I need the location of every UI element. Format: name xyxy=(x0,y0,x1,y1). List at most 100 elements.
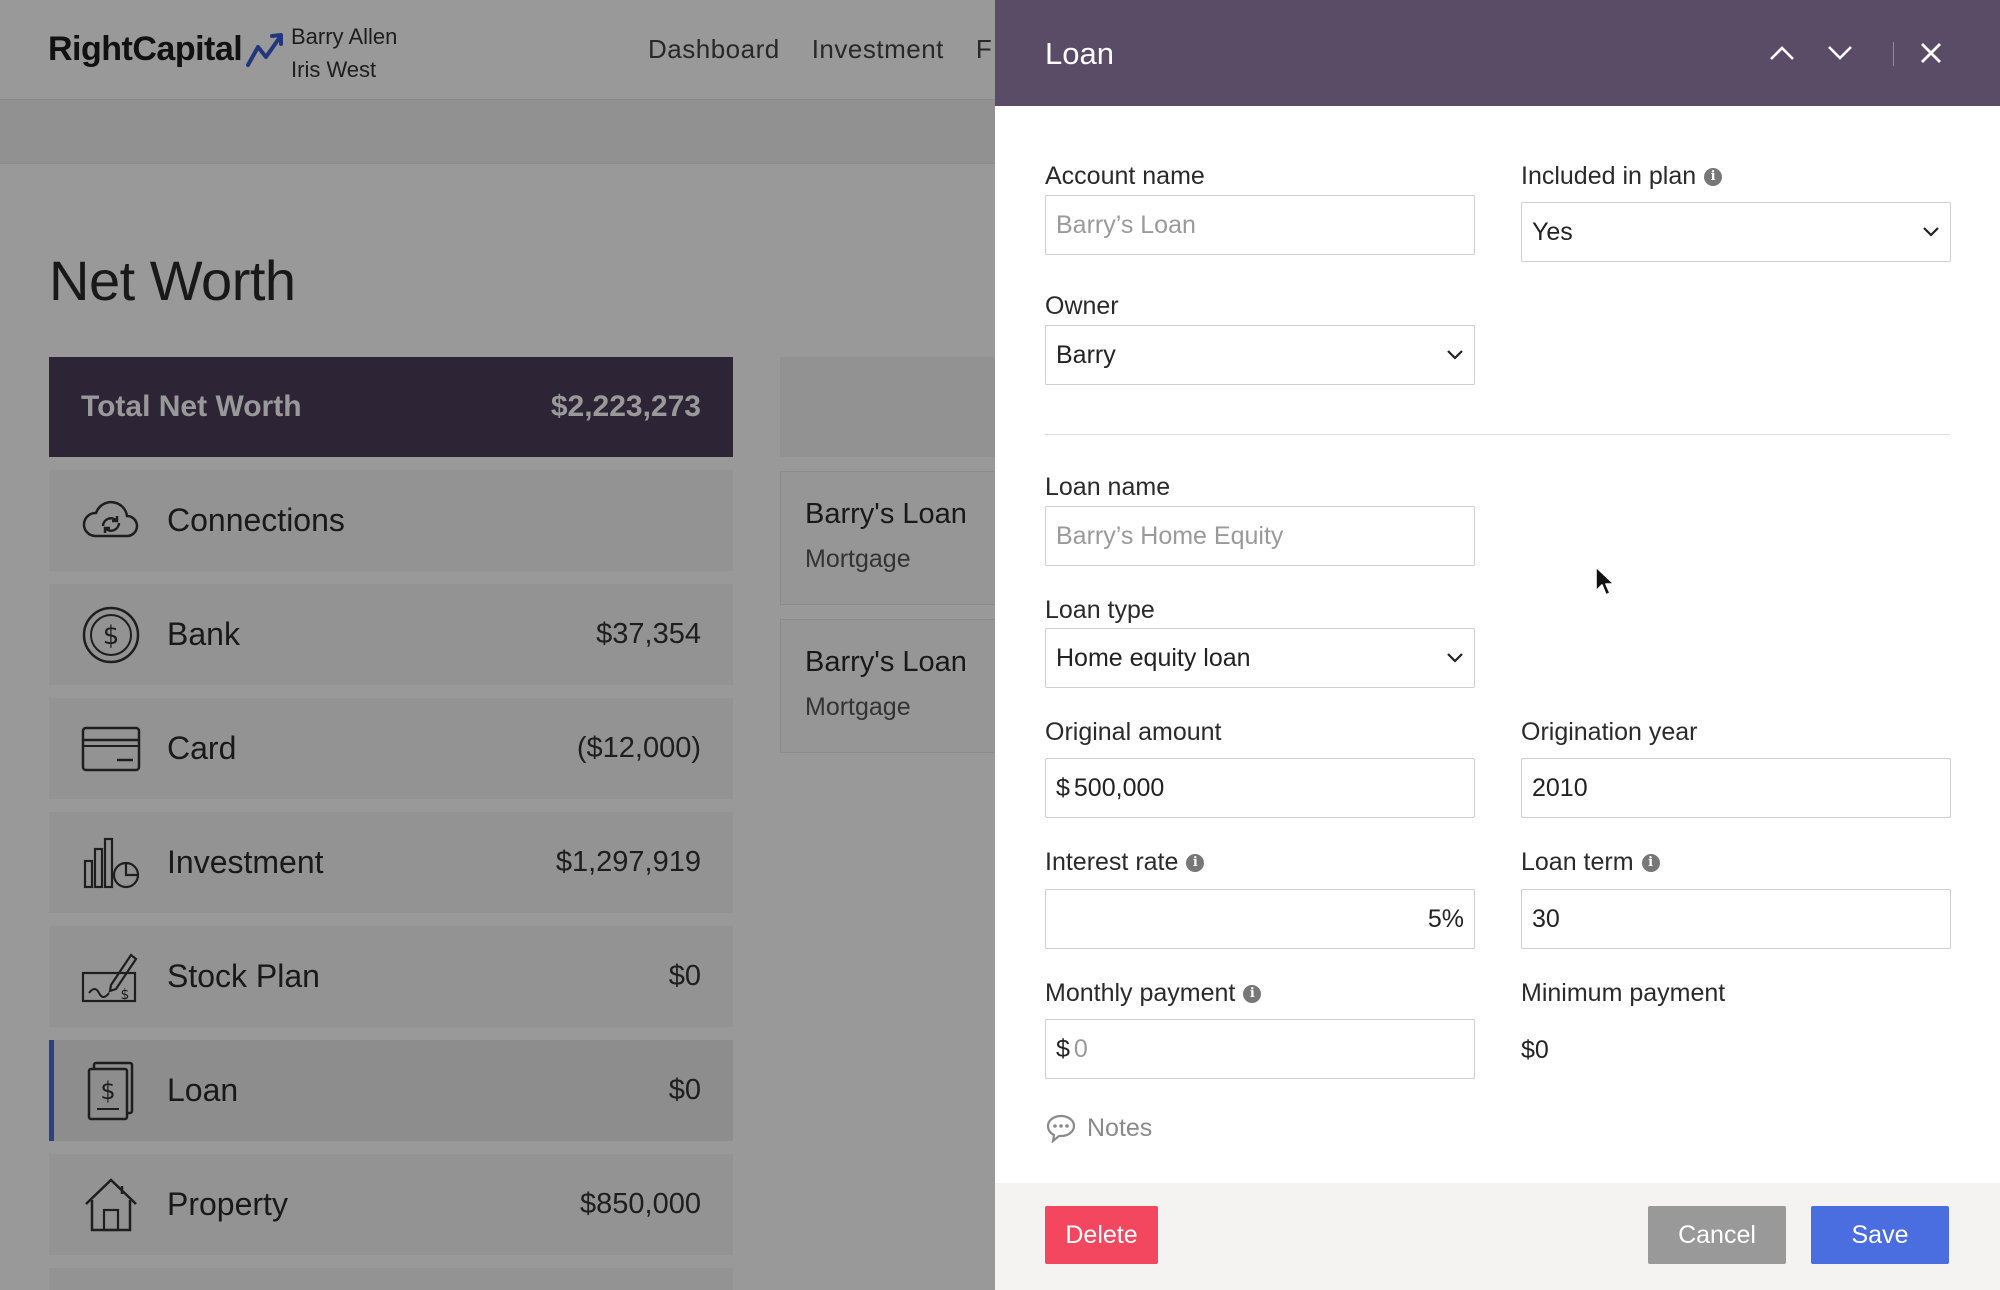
category-value: ($12,000) xyxy=(576,732,701,764)
origination-year-field[interactable] xyxy=(1521,758,1951,818)
monthly-payment-text: Monthly payment xyxy=(1045,979,1236,1007)
save-button[interactable]: Save xyxy=(1811,1206,1949,1264)
chevron-up-icon xyxy=(1770,46,1794,60)
chevron-down-icon xyxy=(1923,227,1939,237)
loan-name-input[interactable] xyxy=(1056,521,1464,551)
minimum-payment-label: Minimum payment xyxy=(1521,979,1726,1007)
loan-term-input[interactable] xyxy=(1532,904,1940,934)
loan-term-label: Loan term i xyxy=(1521,848,1660,877)
account-name-label: Account name xyxy=(1045,162,1205,190)
notes-label: Notes xyxy=(1087,1113,1153,1142)
owner-label: Owner xyxy=(1045,292,1119,320)
nav-truncated[interactable]: F xyxy=(975,34,993,64)
account-name: Barry's Loan xyxy=(805,646,967,678)
panel-title: Loan xyxy=(1045,36,1114,71)
loan-type-select[interactable]: Home equity loan xyxy=(1045,628,1475,688)
bar-chart-pie-icon xyxy=(79,831,143,895)
category-card[interactable]: Card ($12,000) xyxy=(49,698,733,799)
category-connections[interactable]: Connections xyxy=(49,470,733,571)
nav-investment[interactable]: Investment xyxy=(811,34,944,64)
account-card[interactable]: Barry's Loan Mortgage xyxy=(780,471,1010,605)
owner-value: Barry xyxy=(1056,340,1116,369)
chevron-down-icon xyxy=(1447,653,1463,663)
interest-rate-field[interactable] xyxy=(1045,889,1475,949)
origination-year-input[interactable] xyxy=(1532,773,1940,803)
monthly-payment-label: Monthly payment i xyxy=(1045,979,1262,1008)
info-icon[interactable]: i xyxy=(1243,984,1262,1003)
interest-rate-text: Interest rate xyxy=(1045,848,1179,876)
account-name-field[interactable] xyxy=(1045,195,1475,255)
category-partial[interactable] xyxy=(49,1268,733,1290)
interest-rate-input[interactable] xyxy=(1056,904,1464,934)
category-property[interactable]: Property $850,000 xyxy=(49,1154,733,1255)
account-list: Barry's Loan Mortgage Barry's Loan Mortg… xyxy=(780,357,1010,753)
client-name-primary: Barry Allen xyxy=(291,24,398,49)
category-name: Loan xyxy=(167,1072,239,1108)
original-amount-field[interactable]: $ xyxy=(1045,758,1475,818)
account-name-input[interactable] xyxy=(1056,210,1464,240)
owner-select[interactable]: Barry xyxy=(1045,325,1475,385)
category-name: Connections xyxy=(167,502,345,538)
loan-name-label: Loan name xyxy=(1045,473,1171,501)
category-name: Investment xyxy=(167,844,324,880)
client-name-secondary: Iris West xyxy=(291,57,377,82)
check-signature-icon: $ xyxy=(79,945,143,1009)
category-value: $37,354 xyxy=(596,618,701,650)
brand-name: RightCapital xyxy=(48,30,243,68)
main-nav: Dashboard Investment F xyxy=(648,34,992,65)
page-title: Net Worth xyxy=(49,249,296,312)
loan-type-label: Loan type xyxy=(1045,596,1155,624)
credit-card-icon xyxy=(79,717,143,781)
brand-logo[interactable]: RightCapital xyxy=(48,30,286,69)
monthly-payment-field[interactable]: $ xyxy=(1045,1019,1475,1079)
loan-edit-panel: Loan Account name Included in plan i Yes… xyxy=(995,0,2000,1290)
category-name: Bank xyxy=(167,616,240,652)
loan-term-text: Loan term xyxy=(1521,848,1634,876)
category-value: $850,000 xyxy=(580,1188,701,1220)
currency-prefix: $ xyxy=(1056,1034,1070,1063)
panel-header: Loan xyxy=(995,0,2000,106)
cloud-sync-icon xyxy=(79,489,143,553)
category-name: Property xyxy=(167,1186,288,1222)
cancel-button[interactable]: Cancel xyxy=(1648,1206,1786,1264)
original-amount-input[interactable] xyxy=(1073,773,1464,803)
delete-button[interactable]: Delete xyxy=(1045,1206,1158,1264)
notes-toggle[interactable]: Notes xyxy=(1045,1113,1152,1143)
section-divider xyxy=(1045,434,1950,435)
currency-prefix: $ xyxy=(1056,773,1070,802)
total-label: Total Net Worth xyxy=(81,390,302,423)
dollar-coin-icon: $ xyxy=(79,603,143,667)
panel-footer: Delete Cancel Save xyxy=(995,1183,2000,1290)
included-in-plan-text: Included in plan xyxy=(1521,162,1697,190)
close-button[interactable] xyxy=(1914,36,1948,70)
category-loan[interactable]: $ Loan $0 xyxy=(49,1040,733,1141)
category-bank[interactable]: $ Bank $37,354 xyxy=(49,584,733,685)
included-in-plan-value: Yes xyxy=(1532,217,1573,246)
category-stock-plan[interactable]: $ Stock Plan $0 xyxy=(49,926,733,1027)
origination-year-label: Origination year xyxy=(1521,718,1698,746)
loan-name-field[interactable] xyxy=(1045,506,1475,566)
included-in-plan-select[interactable]: Yes xyxy=(1521,202,1951,262)
category-investment[interactable]: Investment $1,297,919 xyxy=(49,812,733,913)
category-value: $1,297,919 xyxy=(555,846,701,878)
previous-button[interactable] xyxy=(1765,36,1799,70)
trend-arrow-icon xyxy=(246,32,284,67)
account-card[interactable]: Barry's Loan Mortgage xyxy=(780,619,1010,753)
chevron-down-icon xyxy=(1828,46,1852,60)
category-value: $0 xyxy=(668,1074,701,1106)
speech-bubble-icon xyxy=(1046,1114,1076,1143)
info-icon[interactable]: i xyxy=(1186,853,1205,872)
info-icon[interactable]: i xyxy=(1641,853,1660,872)
loan-term-field[interactable] xyxy=(1521,889,1951,949)
nav-dashboard[interactable]: Dashboard xyxy=(648,34,780,64)
chevron-down-icon xyxy=(1447,350,1463,360)
account-list-header xyxy=(780,357,1010,457)
client-names[interactable]: Barry Allen Iris West xyxy=(291,20,397,86)
included-in-plan-label: Included in plan i xyxy=(1521,162,1723,191)
category-name: Stock Plan xyxy=(167,958,320,994)
next-button[interactable] xyxy=(1823,36,1857,70)
info-icon[interactable]: i xyxy=(1704,167,1723,186)
monthly-payment-input[interactable] xyxy=(1073,1034,1464,1064)
svg-text:$: $ xyxy=(103,621,120,651)
close-icon xyxy=(1921,43,1941,63)
